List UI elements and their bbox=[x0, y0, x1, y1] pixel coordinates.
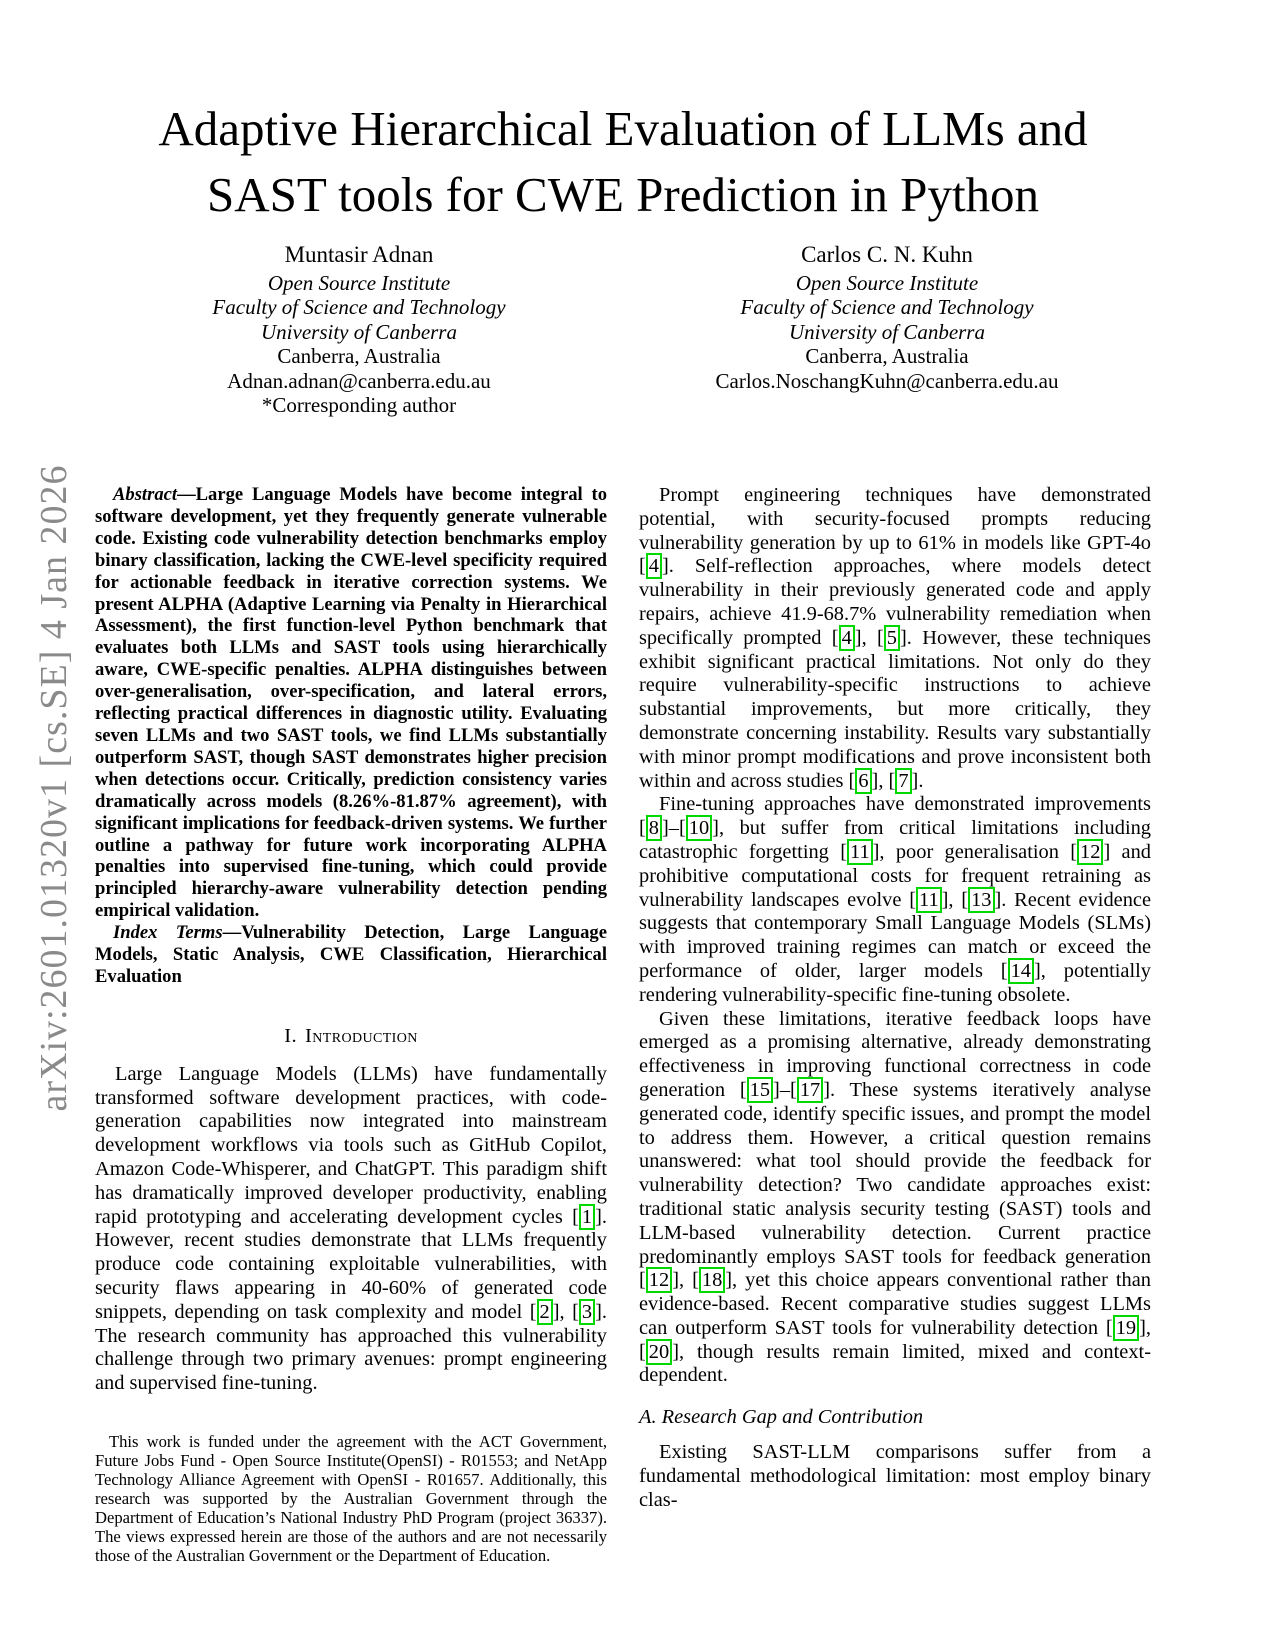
funding-footnote: This work is funded under the agreement … bbox=[95, 1432, 607, 1565]
citation-link[interactable]: 13 bbox=[968, 886, 995, 913]
subsection-heading-research-gap: A. Research Gap and Contribution bbox=[639, 1406, 924, 1429]
citation-link[interactable]: 20 bbox=[645, 1338, 673, 1365]
author-university: University of Canberra bbox=[789, 319, 985, 344]
corresponding-author-note: *Corresponding author bbox=[261, 393, 457, 417]
right-column: Prompt engineering techniques have demon… bbox=[639, 484, 1151, 1565]
citation-link[interactable]: 1 bbox=[578, 1203, 596, 1230]
author-name: Muntasir Adnan bbox=[284, 242, 434, 267]
author-email: Carlos.NoschangKuhn@canberra.edu.au bbox=[715, 368, 1059, 393]
author-1: Muntasir Adnan Open Source Institute Fac… bbox=[95, 242, 623, 418]
paper-title: Adaptive Hierarchical Evaluation of LLMs… bbox=[95, 96, 1151, 228]
author-location: Canberra, Australia bbox=[277, 344, 441, 368]
author-institute: Open Source Institute bbox=[267, 270, 451, 295]
author-2: Carlos C. N. Kuhn Open Source Institute … bbox=[623, 242, 1151, 418]
index-terms-text: —Vulnerability Detection, Large Language… bbox=[95, 922, 607, 987]
citation-link[interactable]: 14 bbox=[1007, 957, 1034, 984]
index-terms: Index Terms—Vulnerability Detection, Lar… bbox=[95, 922, 607, 988]
paper-title-line2: SAST tools for CWE Prediction in Python bbox=[206, 167, 1040, 222]
research-gap-paragraph: Existing SAST-LLM comparisons suffer fro… bbox=[639, 1441, 1151, 1511]
citation-link[interactable]: 11 bbox=[847, 838, 873, 865]
citation-link[interactable]: 11 bbox=[916, 886, 942, 913]
citation-link[interactable]: 2 bbox=[536, 1298, 553, 1325]
citation-link[interactable]: 10 bbox=[685, 815, 713, 842]
intro-paragraph-2: Prompt engineering techniques have demon… bbox=[639, 484, 1151, 794]
citation-link[interactable]: 4 bbox=[838, 624, 855, 651]
intro-paragraph-3: Fine-tuning approaches have demonstrated… bbox=[639, 793, 1152, 1006]
author-email: Adnan.adnan@canberra.edu.au bbox=[227, 368, 491, 393]
citation-link[interactable]: 17 bbox=[796, 1076, 824, 1103]
abstract: Abstract—Large Language Models have beco… bbox=[95, 484, 607, 922]
citation-link[interactable]: 18 bbox=[698, 1267, 726, 1294]
abstract-text: —Large Language Models have become integ… bbox=[95, 484, 607, 922]
section-number: I. bbox=[284, 1024, 298, 1047]
author-location: Canberra, Australia bbox=[805, 344, 969, 368]
citation-link[interactable]: 12 bbox=[645, 1267, 673, 1294]
index-terms-label: Index Terms bbox=[113, 922, 223, 944]
arxiv-watermark: arXiv:2601.01320v1 [cs.SE] 4 Jan 2026 bbox=[33, 464, 75, 1112]
abstract-label: Abstract bbox=[113, 484, 178, 505]
section-heading-introduction: I. Introduction bbox=[95, 1025, 607, 1048]
author-institute: Open Source Institute bbox=[795, 270, 979, 295]
left-column: Abstract—Large Language Models have beco… bbox=[95, 484, 607, 1565]
two-column-body: Abstract—Large Language Models have beco… bbox=[95, 484, 1151, 1565]
citation-link[interactable]: 6 bbox=[855, 767, 872, 794]
citation-link[interactable]: 7 bbox=[895, 767, 912, 794]
citation-link[interactable]: 4 bbox=[645, 553, 662, 580]
intro-paragraph-1: Large Language Models (LLMs) have fundam… bbox=[95, 1062, 608, 1395]
author-block: Muntasir Adnan Open Source Institute Fac… bbox=[95, 242, 1151, 418]
intro-paragraph-4: Given these limitations, iterative feedb… bbox=[639, 1007, 1151, 1387]
paper-title-line1: Adaptive Hierarchical Evaluation of LLMs… bbox=[158, 101, 1088, 156]
section-title: Introduction bbox=[305, 1024, 418, 1047]
citation-link[interactable]: 15 bbox=[746, 1076, 774, 1103]
author-faculty: Faculty of Science and Technology bbox=[212, 295, 506, 319]
author-faculty: Faculty of Science and Technology bbox=[740, 295, 1034, 319]
citation-link[interactable]: 8 bbox=[645, 815, 662, 842]
citation-link[interactable]: 19 bbox=[1112, 1314, 1140, 1341]
citation-link[interactable]: 12 bbox=[1077, 838, 1104, 865]
author-university: University of Canberra bbox=[261, 319, 457, 344]
citation-link[interactable]: 5 bbox=[883, 624, 900, 651]
author-name: Carlos C. N. Kuhn bbox=[801, 242, 973, 267]
citation-link[interactable]: 3 bbox=[578, 1298, 596, 1325]
